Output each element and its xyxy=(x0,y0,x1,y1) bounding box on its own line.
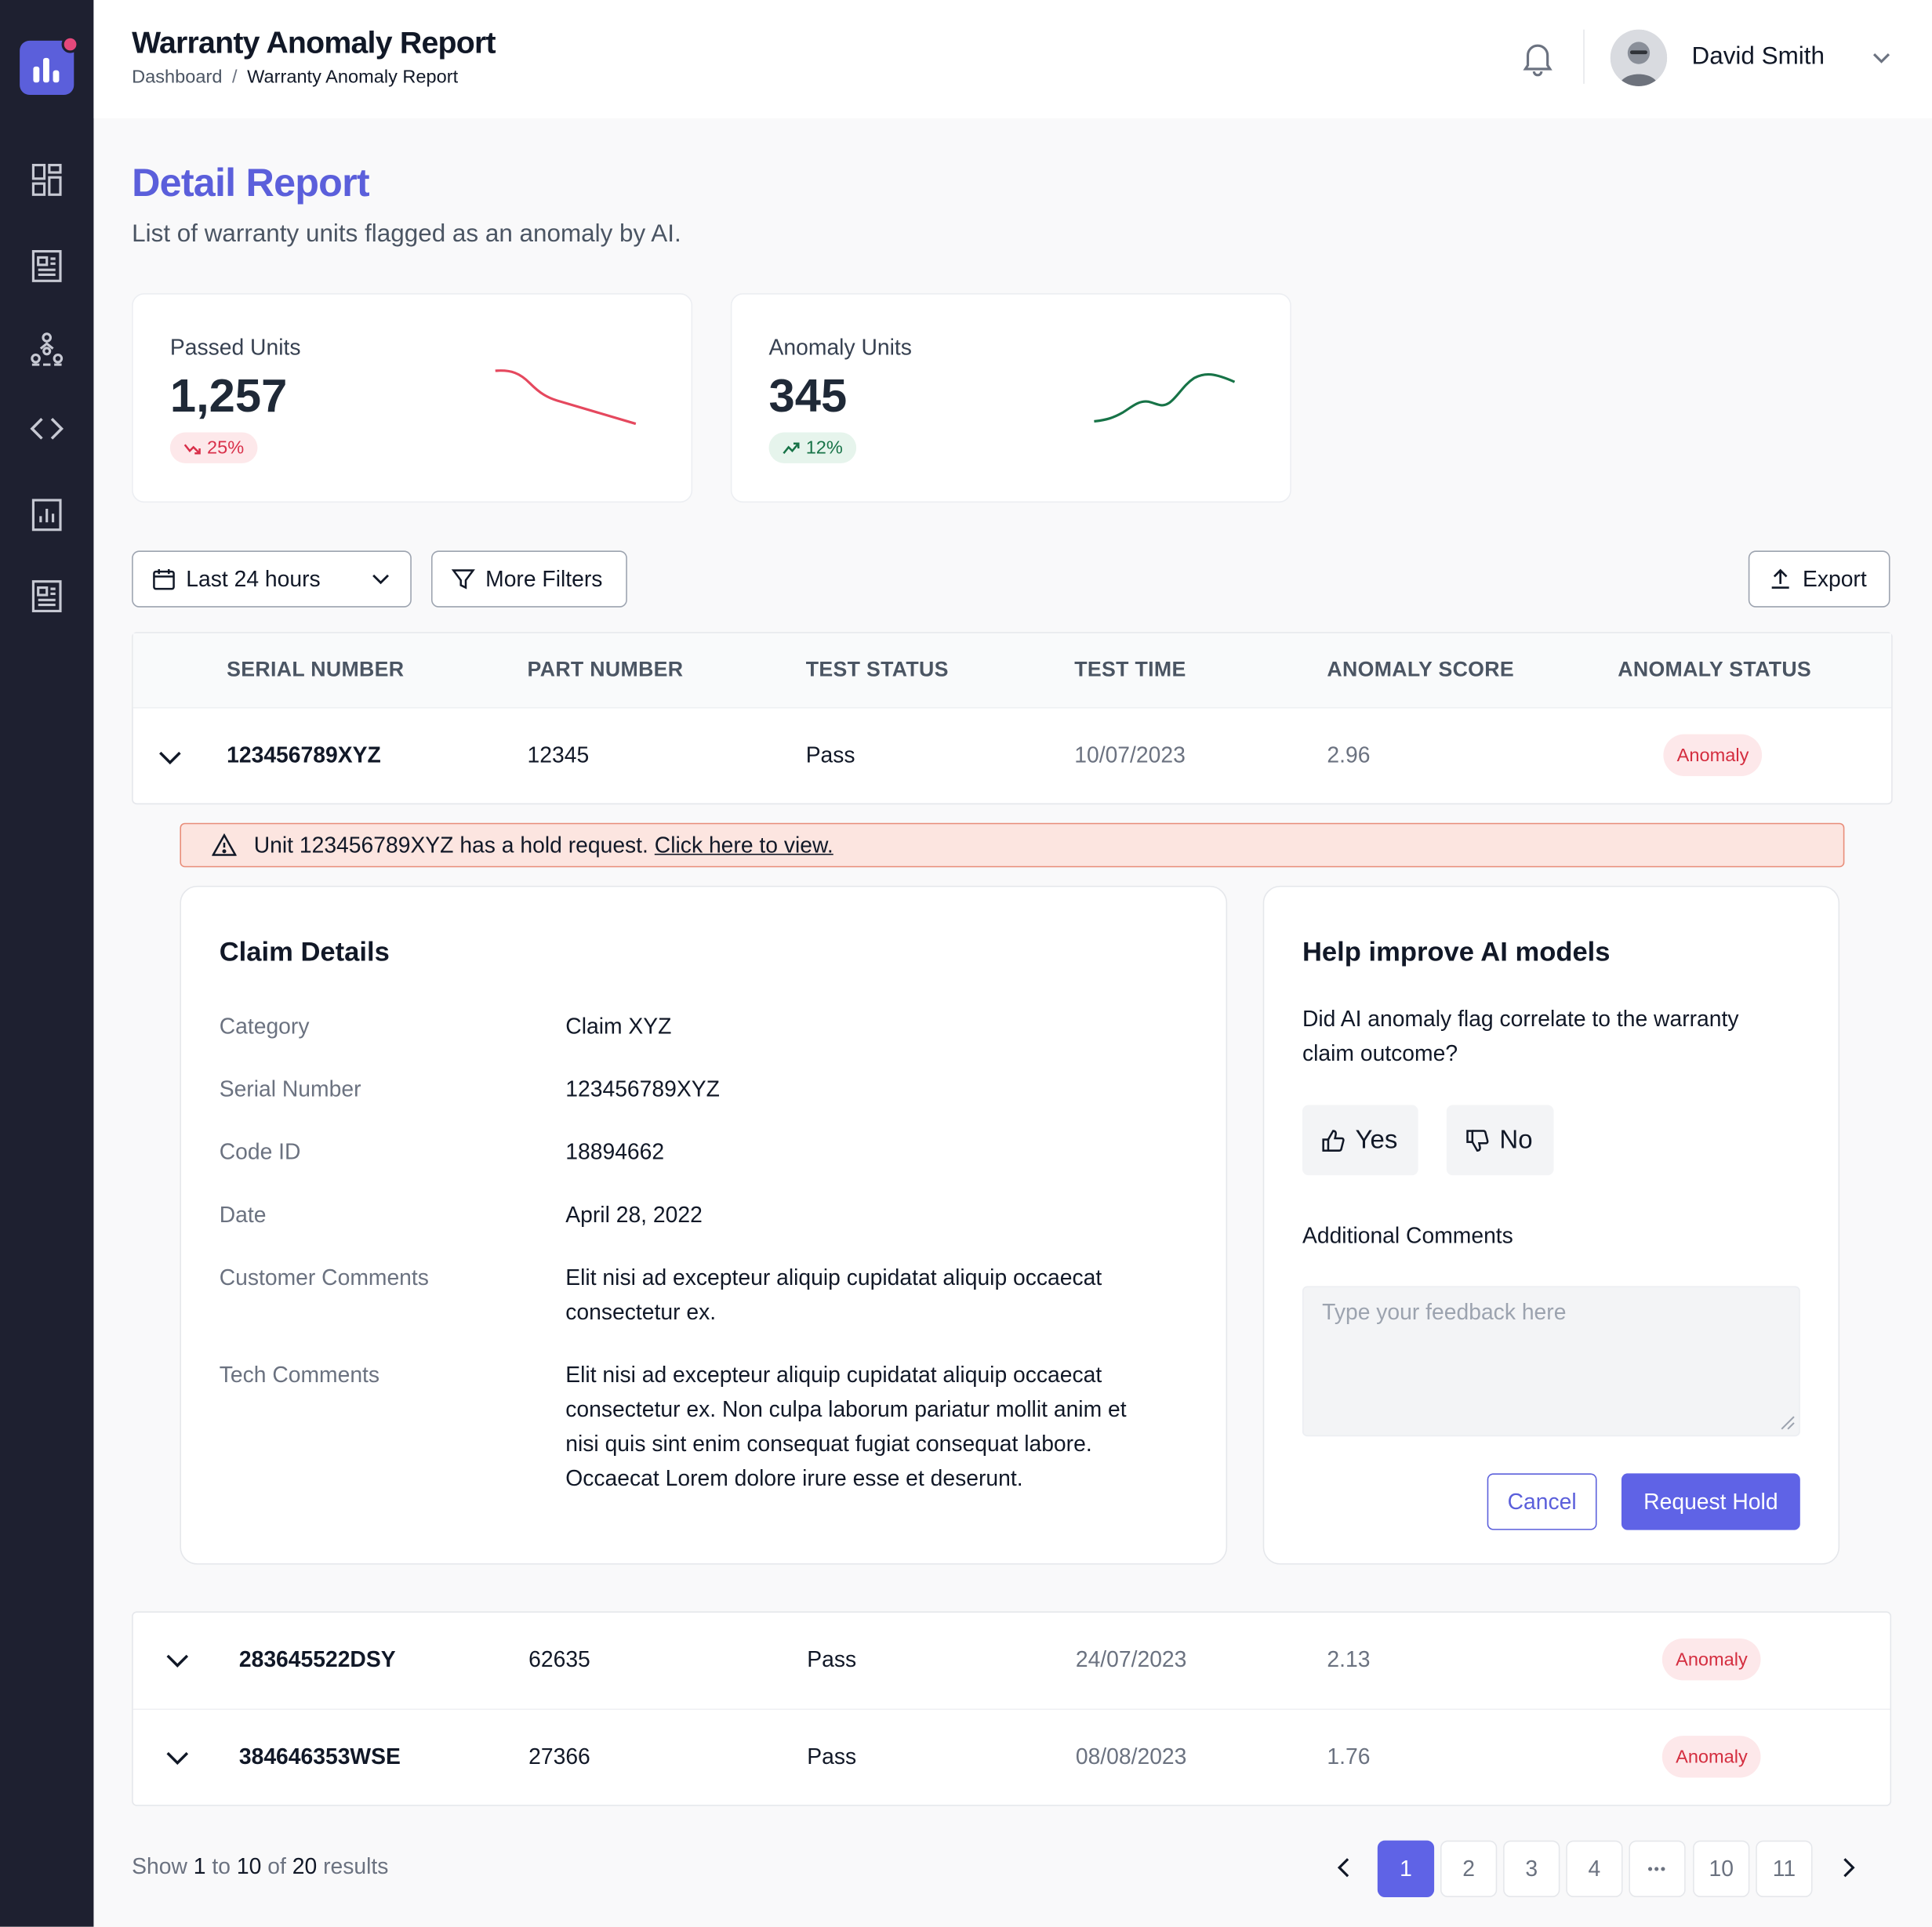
user-name[interactable]: David Smith xyxy=(1691,42,1825,71)
breadcrumb-dashboard[interactable]: Dashboard xyxy=(132,66,223,88)
notifications-button[interactable] xyxy=(1520,39,1555,82)
claim-serial: 123456789XYZ xyxy=(565,1076,720,1101)
previous-page-icon[interactable] xyxy=(1331,1854,1358,1882)
trend-down-icon xyxy=(183,443,201,454)
page-button-1[interactable]: 1 xyxy=(1377,1840,1435,1897)
chevron-down-icon xyxy=(1872,53,1890,64)
feedback-panel: Help improve AI models Did AI anomaly fl… xyxy=(1262,885,1840,1565)
app-logo[interactable] xyxy=(20,35,79,95)
claim-date: April 28, 2022 xyxy=(565,1202,703,1228)
sidebar xyxy=(0,0,94,1927)
status-badge: Anomaly xyxy=(1661,1736,1762,1778)
anomaly-table: SERIAL NUMBER PART NUMBER TEST STATUS TE… xyxy=(132,632,1893,805)
request-hold-button[interactable]: Request Hold xyxy=(1621,1473,1800,1530)
passed-sparkline xyxy=(495,369,637,426)
anomaly-sparkline xyxy=(1094,372,1236,423)
status-badge: Anomaly xyxy=(1663,734,1763,776)
upload-icon xyxy=(1771,568,1789,589)
feedback-title: Help improve AI models xyxy=(1302,936,1611,967)
collapse-row-icon[interactable] xyxy=(155,743,185,773)
claim-details-panel: Claim Details Category Claim XYZ Serial … xyxy=(180,885,1228,1565)
trend-badge: 25% xyxy=(169,432,258,463)
trend-up-icon xyxy=(783,441,800,454)
column-header-test-time[interactable]: TEST TIME xyxy=(1074,658,1186,681)
stat-label: Passed Units xyxy=(169,335,301,360)
sidebar-item-analytics[interactable] xyxy=(27,495,67,535)
page-button-2[interactable]: 2 xyxy=(1440,1840,1498,1897)
expand-row-icon[interactable] xyxy=(162,1744,192,1773)
tech-comments: Elit nisi ad excepteur aliquip cupidatat… xyxy=(565,1362,1127,1491)
no-button[interactable]: No xyxy=(1446,1105,1554,1176)
report-icon xyxy=(31,580,62,612)
customer-comments: Elit nisi ad excepteur aliquip cupidatat… xyxy=(565,1265,1102,1325)
table-header: SERIAL NUMBER PART NUMBER TEST STATUS TE… xyxy=(133,633,1892,709)
anomaly-table-rows: 283645522DSY 62635 Pass 24/07/2023 2.13 … xyxy=(132,1611,1892,1806)
breadcrumb: Dashboard / Warranty Anomaly Report xyxy=(132,66,459,88)
page-subtitle: List of warranty units flagged as an ano… xyxy=(132,220,681,248)
stat-value: 1,257 xyxy=(169,370,288,423)
yes-button[interactable]: Yes xyxy=(1302,1105,1418,1176)
page-button-11[interactable]: 11 xyxy=(1756,1840,1813,1897)
sidebar-item-dashboard[interactable] xyxy=(27,160,67,199)
page-button-3[interactable]: 3 xyxy=(1503,1840,1560,1897)
app-title: Warranty Anomaly Report xyxy=(132,25,496,60)
thumbs-down-icon xyxy=(1466,1129,1489,1152)
feedback-input[interactable] xyxy=(1302,1286,1800,1437)
stat-value: 345 xyxy=(768,370,848,423)
document-icon xyxy=(31,249,62,282)
chart-icon xyxy=(31,499,62,532)
user-photo xyxy=(1610,29,1668,86)
claim-code-id: 18894662 xyxy=(565,1139,665,1164)
sidebar-item-code[interactable] xyxy=(27,409,67,448)
notification-dot xyxy=(61,35,79,53)
filter-icon xyxy=(451,569,475,590)
status-badge: Anomaly xyxy=(1661,1638,1762,1681)
feedback-question: Did AI anomaly flag correlate to the war… xyxy=(1302,1006,1739,1066)
column-header-serial[interactable]: SERIAL NUMBER xyxy=(227,658,405,681)
dashboard-icon xyxy=(31,163,62,196)
column-header-anomaly-score[interactable]: ANOMALY SCORE xyxy=(1327,658,1515,681)
column-header-anomaly-status[interactable]: ANOMALY STATUS xyxy=(1618,658,1812,681)
sidebar-item-documents[interactable] xyxy=(27,246,67,285)
page-ellipsis[interactable]: ••• xyxy=(1629,1840,1686,1897)
more-filters-button[interactable]: More Filters xyxy=(430,550,627,608)
comments-label: Additional Comments xyxy=(1302,1223,1513,1248)
thumbs-up-icon xyxy=(1322,1129,1345,1152)
column-header-test-status[interactable]: TEST STATUS xyxy=(805,658,949,681)
expand-row-icon[interactable] xyxy=(162,1646,192,1675)
hold-request-alert: Unit 123456789XYZ has a hold request. Cl… xyxy=(180,822,1845,868)
page-title: Detail Report xyxy=(132,160,369,205)
hierarchy-icon xyxy=(31,332,64,366)
chevron-down-icon xyxy=(372,574,389,585)
stat-label: Anomaly Units xyxy=(768,335,912,360)
cancel-button[interactable]: Cancel xyxy=(1487,1473,1597,1530)
stat-card-passed: Passed Units 1,257 25% xyxy=(132,292,693,503)
sidebar-item-hierarchy[interactable] xyxy=(27,329,67,368)
page-button-10[interactable]: 10 xyxy=(1693,1840,1750,1897)
trend-badge: 12% xyxy=(768,432,857,463)
code-icon xyxy=(30,418,64,440)
stat-card-anomaly: Anomaly Units 345 12% xyxy=(730,292,1291,503)
next-page-icon[interactable] xyxy=(1835,1854,1862,1882)
column-header-part[interactable]: PART NUMBER xyxy=(527,658,684,681)
calendar-icon xyxy=(153,568,175,590)
sidebar-item-reports[interactable] xyxy=(27,576,67,615)
view-hold-link[interactable]: Click here to view. xyxy=(654,833,833,858)
breadcrumb-current: Warranty Anomaly Report xyxy=(247,66,459,88)
top-bar: Warranty Anomaly Report Dashboard / Warran… xyxy=(93,0,1932,118)
claim-category: Claim XYZ xyxy=(565,1014,672,1039)
user-menu-toggle[interactable] xyxy=(1869,45,1894,76)
warning-icon xyxy=(212,833,237,856)
results-summary: Show 1 to 10 of 20 results xyxy=(132,1853,389,1879)
bell-icon xyxy=(1523,44,1552,77)
export-button[interactable]: Export xyxy=(1748,550,1890,608)
page-button-4[interactable]: 4 xyxy=(1566,1840,1623,1897)
avatar[interactable] xyxy=(1610,29,1668,86)
time-range-select[interactable]: Last 24 hours xyxy=(132,550,412,608)
resize-handle-icon[interactable] xyxy=(1778,1413,1796,1430)
claim-details-title: Claim Details xyxy=(219,936,390,967)
